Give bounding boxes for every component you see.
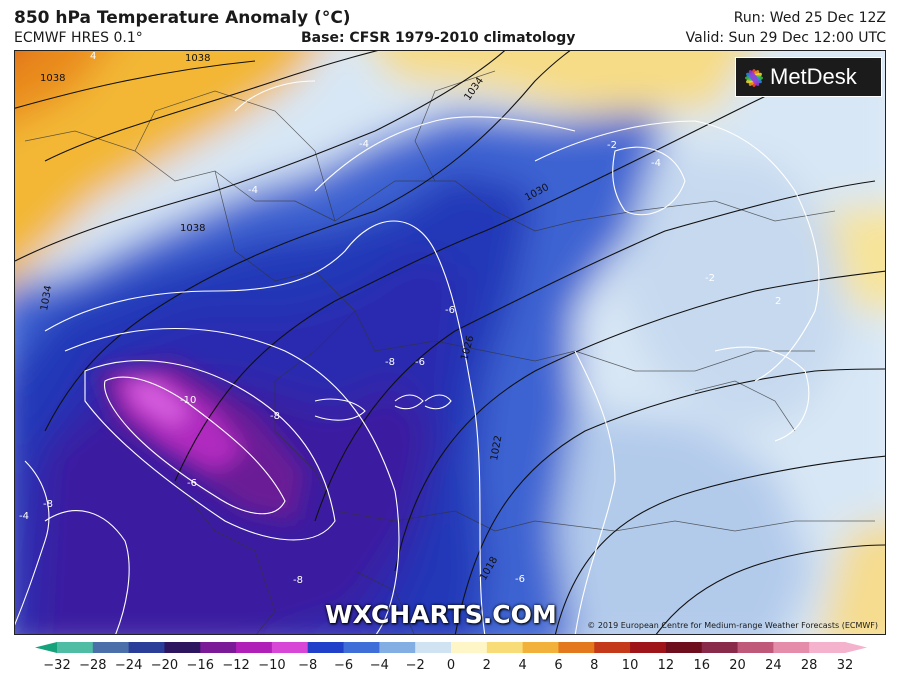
colorbar-segment	[701, 642, 739, 653]
isobars	[15, 51, 885, 634]
colorbar-tick-label: −2	[405, 658, 425, 673]
colorbar-tick-label: 0	[446, 658, 456, 673]
colorbar-tick-label: 20	[729, 658, 746, 673]
colorbar-tick-label: 4	[518, 658, 527, 673]
chart-header: 850 hPa Temperature Anomaly (°C) ECMWF H…	[0, 0, 900, 50]
colorbar: −32 −28 −24 −20 −16 −12 −10 −8 −6 −4 −2 0 2 4 6 8 10 12 16…	[0, 638, 900, 689]
colorbar-tick-label: −12	[222, 658, 250, 673]
ecmwf-copyright: © 2019 European Centre for Medium-range …	[587, 621, 878, 630]
isotherm-label: -2	[705, 273, 715, 284]
colorbar-segment	[57, 642, 94, 653]
colorbar-tick-label: −10	[258, 658, 286, 673]
colorbar-segment	[128, 642, 166, 653]
model-name: ECMWF HRES 0.1°	[14, 30, 143, 46]
isotherm-label: -10	[180, 395, 196, 406]
base-climatology: Base: CFSR 1979-2010 climatology	[301, 30, 576, 46]
colorbar-tick-label: −8	[298, 658, 318, 673]
colorbar-segment	[522, 642, 560, 653]
isobar-label: 1034	[39, 285, 54, 312]
anomaly-map: 1038 1038 1038 1034 1030 1026 1022 1018 …	[14, 50, 886, 635]
isotherm-label: -8	[43, 499, 53, 510]
colorbar-tick-label: −32	[43, 658, 71, 673]
isotherm-label: -8	[270, 411, 280, 422]
colorbar-tick-label: 12	[657, 658, 675, 673]
colorbar-segment	[415, 642, 452, 653]
isotherm-label: -6	[415, 357, 425, 368]
colorbar-segment	[486, 642, 524, 653]
country-borders	[24, 70, 875, 634]
temperature-field	[15, 51, 885, 634]
chart-title: 850 hPa Temperature Anomaly (°C)	[14, 8, 351, 28]
colorbar-tick-label: −24	[114, 658, 143, 673]
colorbar-segment	[307, 642, 345, 653]
colorbar-segment	[92, 642, 130, 653]
colorbar-tick-label: 16	[693, 658, 710, 673]
isotherm-label: -8	[293, 575, 303, 586]
colorbar-tick-label: −4	[369, 658, 389, 673]
colorbar-strip	[35, 642, 867, 653]
colorbar-segment	[236, 642, 273, 653]
colorbar-tick-label: 24	[765, 658, 782, 673]
isotherm-label: -4	[248, 185, 258, 196]
isotherm-label: -4	[19, 511, 29, 522]
colorbar-tick-label: 8	[590, 658, 599, 673]
cold-core	[95, 361, 305, 521]
colorbar-segment	[379, 642, 416, 653]
colorbar-segment	[271, 642, 309, 653]
metdesk-flower-icon	[745, 69, 763, 87]
colorbar-segment	[594, 642, 631, 653]
isotherm-label: -6	[445, 305, 455, 316]
colorbar-segment	[630, 642, 667, 653]
isobar-label: 1038	[40, 73, 65, 84]
isotherm-label: -8	[385, 357, 395, 368]
colorbar-segment	[343, 642, 380, 653]
colorbar-segment	[737, 642, 774, 653]
isotherm-label-group: -10 -8 -8 -8 -8 -6 -6 -6 -6 -4 -4 -4 -2 …	[19, 51, 781, 586]
logo-text: MetDesk	[770, 64, 857, 89]
colorbar-segment	[200, 642, 237, 653]
isotherm-label: -4	[651, 158, 661, 169]
colorbar-segment	[558, 642, 595, 653]
colorbar-tick-label: −16	[186, 658, 214, 673]
colorbar-segment	[773, 642, 810, 653]
run-time: Run: Wed 25 Dec 12Z	[733, 10, 886, 26]
colorbar-tick-label: −6	[333, 658, 354, 673]
isotherm-label: 4	[90, 51, 96, 62]
colorbar-segment	[665, 642, 703, 653]
colorbar-segment	[164, 642, 201, 653]
colorbar-tick-label: 6	[554, 658, 563, 673]
isobar-label: 1022	[489, 435, 504, 462]
isobar-label: 1038	[180, 223, 205, 234]
isotherm-label: 2	[775, 296, 781, 307]
metdesk-logo: MetDesk	[735, 57, 882, 97]
isotherm-label: -4	[359, 139, 369, 150]
isobar-label: 1038	[185, 53, 210, 64]
isotherm-label: -6	[515, 574, 525, 585]
colorbar-arrow-right	[845, 642, 867, 653]
colorbar-segment	[809, 642, 846, 653]
colorbar-tick-label: −20	[150, 658, 179, 673]
map-canvas: 1038 1038 1038 1034 1030 1026 1022 1018 …	[15, 51, 885, 634]
colorbar-arrow-left	[35, 642, 57, 653]
colorbar-tick-label: 28	[800, 658, 818, 673]
colorbar-tick-label: 10	[621, 658, 639, 673]
colorbar-tick-label: −28	[79, 658, 107, 673]
colorbar-tick-label: 2	[482, 658, 491, 673]
isotherm-label: -6	[187, 478, 197, 489]
colorbar-tick-label: 32	[836, 658, 854, 673]
isotherm-label: -2	[607, 140, 617, 151]
valid-time: Valid: Sun 29 Dec 12:00 UTC	[685, 30, 886, 46]
isotherms	[15, 80, 820, 634]
colorbar-segment	[451, 642, 488, 653]
wxcharts-watermark: WXCHARTS.COM	[325, 600, 557, 629]
